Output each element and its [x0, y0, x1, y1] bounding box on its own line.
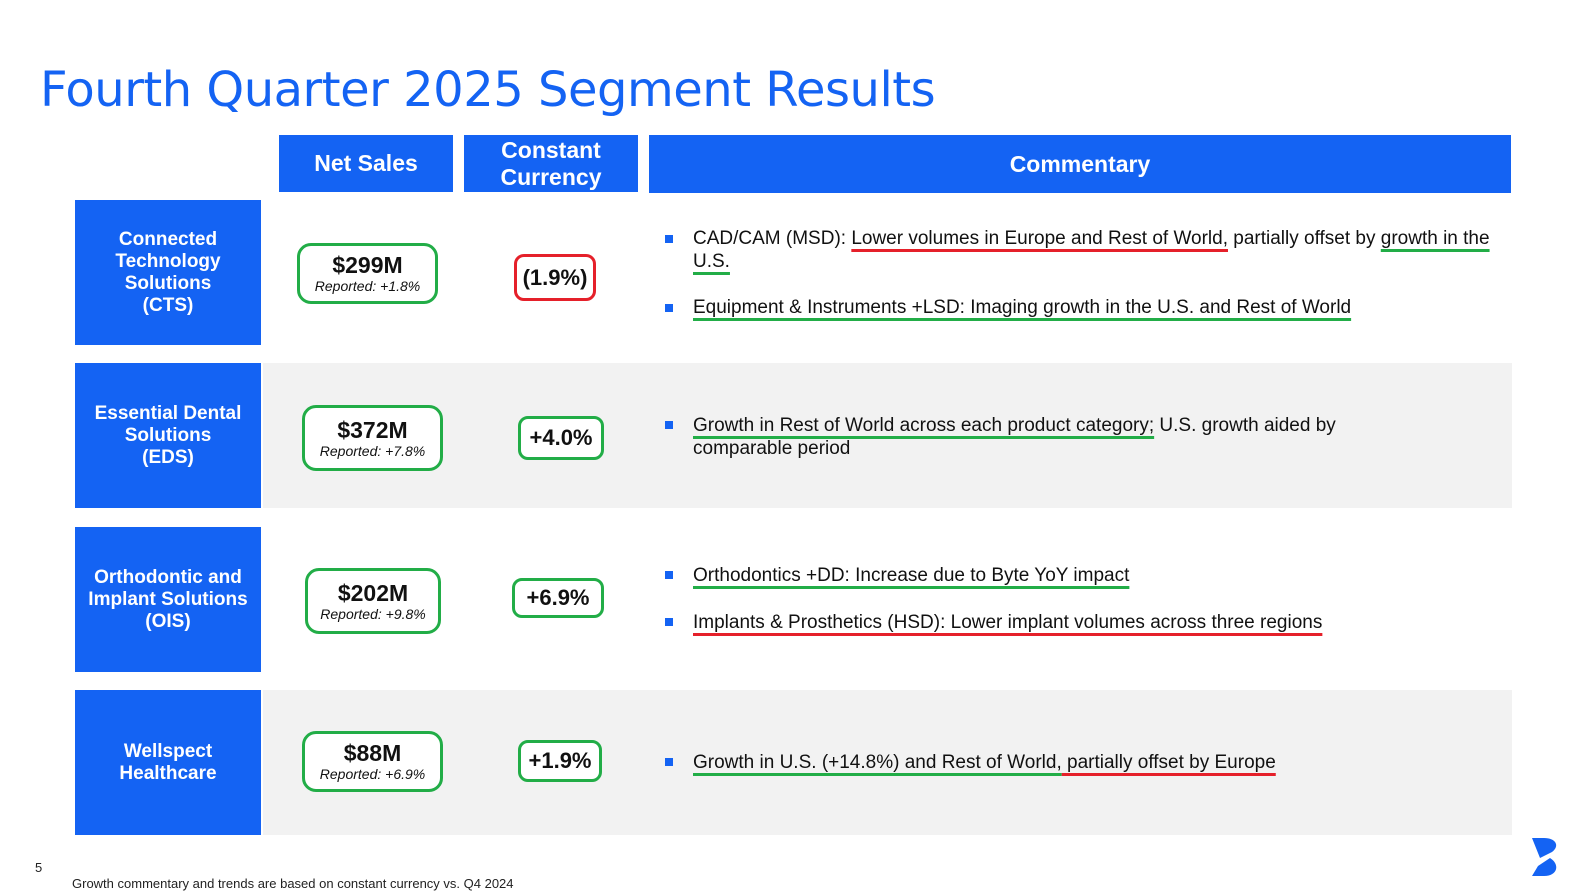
reported-growth: Reported: +9.8%: [320, 605, 426, 622]
page-title: Fourth Quarter 2025 Segment Results: [40, 62, 936, 118]
net-sales-amount: $88M: [343, 740, 402, 766]
segment-ois: Orthodontic and Implant Solutions (OIS): [75, 527, 261, 672]
segment-cts: Connected Technology Solutions (CTS): [75, 200, 261, 345]
constant-currency-cts: (1.9%): [514, 254, 596, 301]
commentary-positive: Orthodontics +DD: Increase due to Byte Y…: [693, 565, 1130, 586]
segment-name-line: Essential Dental: [94, 402, 242, 424]
commentary-negative: Implants & Prosthetics (HSD): Lower impl…: [693, 612, 1323, 633]
net-sales-wellspect: $88M Reported: +6.9%: [302, 731, 443, 792]
segment-name-line: (EDS): [142, 446, 194, 468]
segment-name-line: Implant Solutions: [88, 588, 248, 610]
net-sales-amount: $299M: [332, 252, 403, 278]
reported-growth: Reported: +6.9%: [319, 766, 426, 782]
segment-wellspect: Wellspect Healthcare: [75, 690, 261, 835]
header-constant-currency: Constant Currency: [464, 135, 638, 192]
commentary-ois-1: Orthodontics +DD: Increase due to Byte Y…: [693, 564, 1513, 587]
commentary-negative: Lower volumes in Europe and Rest of Worl…: [851, 228, 1228, 249]
segment-name-line: Orthodontic and: [94, 566, 242, 588]
commentary-text: U.S. growth aided by comparable period: [693, 415, 1336, 459]
dentsply-sirona-logo-icon: [1532, 838, 1557, 876]
bullet-icon: [665, 618, 673, 626]
segment-name-line: (OIS): [145, 610, 191, 632]
net-sales-ois: $202M Reported: +9.8%: [305, 568, 441, 634]
commentary-positive: Growth in U.S. (+14.8%) and Rest of Worl…: [693, 752, 1062, 773]
reported-growth: Reported: +1.8%: [314, 278, 421, 294]
commentary-cts-2: Equipment & Instruments +LSD: Imaging gr…: [693, 296, 1513, 319]
constant-currency-eds: +4.0%: [518, 416, 604, 460]
net-sales-cts: $299M Reported: +1.8%: [297, 243, 438, 304]
net-sales-eds: $372M Reported: +7.8%: [302, 405, 443, 471]
constant-currency-wellspect: +1.9%: [518, 740, 602, 782]
header-cc-line1: Constant: [501, 136, 601, 163]
header-commentary-label: Commentary: [1009, 150, 1151, 177]
segment-name-line: Solutions: [124, 272, 212, 294]
row-background-wellspect: [263, 690, 1512, 835]
bullet-icon: [665, 758, 673, 766]
reported-growth: Reported: +7.8%: [319, 442, 426, 459]
segment-eds: Essential Dental Solutions (EDS): [75, 363, 261, 508]
bullet-icon: [665, 421, 673, 429]
commentary-wellspect-1: Growth in U.S. (+14.8%) and Rest of Worl…: [693, 751, 1513, 774]
commentary-positive: growth in the U.S.: [693, 228, 1490, 272]
segment-name-line: Solutions: [124, 424, 212, 446]
segment-name-line: Connected: [118, 228, 218, 250]
header-cc-line2: Currency: [500, 163, 602, 190]
commentary-ois-2: Implants & Prosthetics (HSD): Lower impl…: [693, 611, 1513, 634]
constant-currency-value: (1.9%): [522, 264, 588, 290]
segment-name-line: (CTS): [142, 294, 194, 316]
footnote: Growth commentary and trends are based o…: [72, 876, 514, 891]
bullet-icon: [665, 304, 673, 312]
constant-currency-value: +4.0%: [529, 425, 593, 450]
segment-name-line: Technology: [115, 250, 221, 272]
row-background-eds: [263, 363, 1512, 508]
net-sales-amount: $372M: [337, 416, 408, 443]
page-number: 5: [35, 860, 43, 875]
header-net-sales: Net Sales: [279, 135, 453, 192]
constant-currency-value: +1.9%: [528, 748, 592, 773]
bullet-icon: [665, 235, 673, 243]
commentary-cts-1: CAD/CAM (MSD): Lower volumes in Europe a…: [693, 227, 1513, 273]
constant-currency-value: +6.9%: [526, 585, 590, 610]
commentary-eds-1: Growth in Rest of World across each prod…: [693, 414, 1413, 460]
commentary-text: partially offset by: [1228, 228, 1381, 249]
segment-name-line: Healthcare: [119, 762, 217, 784]
constant-currency-ois: +6.9%: [512, 578, 604, 618]
bullet-icon: [665, 571, 673, 579]
commentary-positive: Equipment & Instruments +LSD: Imaging gr…: [693, 297, 1352, 318]
net-sales-amount: $202M: [337, 579, 409, 606]
commentary-positive: Growth in Rest of World across each prod…: [693, 415, 1155, 436]
commentary-text: CAD/CAM (MSD):: [693, 228, 852, 249]
segment-name-line: Wellspect: [123, 740, 213, 762]
commentary-negative: partially offset by Europe: [1061, 752, 1276, 773]
header-net-sales-label: Net Sales: [314, 150, 418, 176]
header-commentary: Commentary: [649, 135, 1511, 193]
